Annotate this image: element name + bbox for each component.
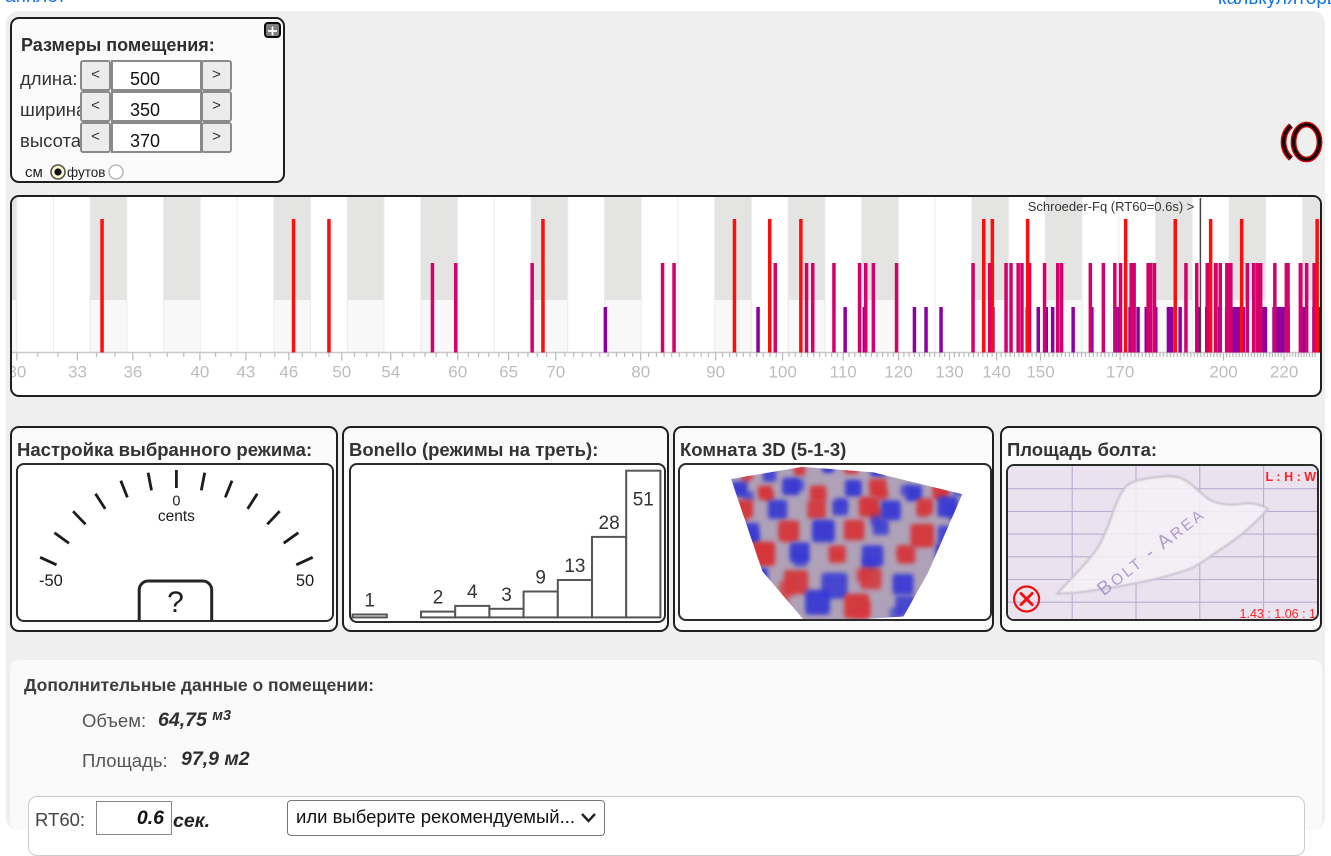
svg-text:200: 200 bbox=[1209, 363, 1237, 382]
svg-text:9: 9 bbox=[535, 568, 546, 589]
svg-text:140: 140 bbox=[982, 363, 1010, 382]
svg-text:50: 50 bbox=[296, 572, 314, 590]
svg-text:0: 0 bbox=[172, 494, 180, 510]
svg-text:150: 150 bbox=[1026, 363, 1054, 382]
svg-text:170: 170 bbox=[1106, 363, 1134, 382]
svg-text:13: 13 bbox=[564, 556, 585, 577]
svg-text:-50: -50 bbox=[39, 572, 63, 590]
svg-text:cents: cents bbox=[158, 508, 195, 525]
svg-text:Schroeder-Fq (RT60=0.6s) >: Schroeder-Fq (RT60=0.6s) > bbox=[1028, 199, 1195, 214]
svg-text:28: 28 bbox=[599, 513, 620, 534]
svg-text:100: 100 bbox=[768, 363, 796, 382]
svg-text:220: 220 bbox=[1270, 363, 1298, 382]
svg-text:65: 65 bbox=[499, 363, 518, 382]
svg-text:43: 43 bbox=[236, 363, 255, 382]
svg-text:70: 70 bbox=[546, 363, 565, 382]
svg-text:2: 2 bbox=[433, 588, 444, 609]
svg-text:51: 51 bbox=[633, 490, 654, 511]
svg-text:36: 36 bbox=[123, 363, 142, 382]
svg-text:90: 90 bbox=[706, 363, 725, 382]
svg-text:L : H : W: L : H : W bbox=[1266, 470, 1317, 484]
svg-text:1.43 : 1.06 : 1: 1.43 : 1.06 : 1 bbox=[1240, 607, 1316, 621]
svg-text:4: 4 bbox=[467, 582, 478, 603]
svg-text:60: 60 bbox=[448, 363, 467, 382]
svg-text:120: 120 bbox=[884, 363, 912, 382]
svg-text:?: ? bbox=[167, 586, 184, 619]
svg-text:33: 33 bbox=[68, 363, 87, 382]
svg-text:40: 40 bbox=[190, 363, 209, 382]
svg-text:30: 30 bbox=[12, 363, 26, 382]
svg-text:3: 3 bbox=[501, 585, 512, 606]
svg-text:110: 110 bbox=[830, 363, 857, 382]
svg-text:54: 54 bbox=[381, 363, 400, 382]
svg-text:46: 46 bbox=[279, 363, 298, 382]
svg-text:50: 50 bbox=[332, 363, 351, 382]
svg-text:130: 130 bbox=[935, 363, 963, 382]
svg-text:1: 1 bbox=[364, 591, 375, 612]
svg-text:80: 80 bbox=[631, 363, 650, 382]
